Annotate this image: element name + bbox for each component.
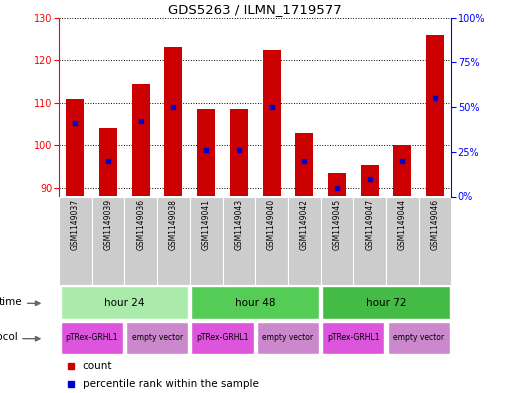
Bar: [191, 286, 319, 319]
Bar: [328, 173, 346, 196]
Bar: [223, 196, 255, 285]
Bar: [361, 165, 379, 196]
Bar: [295, 132, 313, 196]
Text: time: time: [0, 297, 23, 307]
Bar: [393, 145, 411, 196]
Bar: [388, 322, 450, 354]
Text: pTRex-GRHL1: pTRex-GRHL1: [327, 334, 380, 342]
Bar: [157, 196, 190, 285]
Text: hour 24: hour 24: [104, 298, 145, 308]
Text: GSM1149042: GSM1149042: [300, 199, 309, 250]
Bar: [99, 129, 117, 196]
Text: hour 48: hour 48: [235, 298, 275, 308]
Bar: [61, 286, 188, 319]
Text: protocol: protocol: [0, 332, 17, 342]
Bar: [426, 35, 444, 197]
Bar: [263, 50, 281, 196]
Text: GSM1149043: GSM1149043: [234, 199, 243, 250]
Bar: [386, 196, 419, 285]
Text: pTRex-GRHL1: pTRex-GRHL1: [196, 334, 249, 342]
Text: percentile rank within the sample: percentile rank within the sample: [83, 379, 259, 389]
Text: empty vector: empty vector: [131, 334, 183, 342]
Text: hour 72: hour 72: [366, 298, 406, 308]
Bar: [321, 196, 353, 285]
Text: empty vector: empty vector: [393, 334, 444, 342]
Text: GSM1149045: GSM1149045: [332, 199, 342, 250]
Bar: [288, 196, 321, 285]
Bar: [322, 286, 450, 319]
Bar: [255, 196, 288, 285]
Bar: [126, 322, 188, 354]
Bar: [61, 322, 123, 354]
Text: empty vector: empty vector: [262, 334, 313, 342]
Text: GSM1149036: GSM1149036: [136, 199, 145, 250]
Text: count: count: [83, 361, 112, 371]
Text: GSM1149041: GSM1149041: [202, 199, 211, 250]
Text: GSM1149040: GSM1149040: [267, 199, 276, 250]
Bar: [322, 322, 384, 354]
Text: pTRex-GRHL1: pTRex-GRHL1: [66, 334, 118, 342]
Bar: [66, 99, 84, 196]
Bar: [191, 322, 253, 354]
Bar: [124, 196, 157, 285]
Bar: [353, 196, 386, 285]
Bar: [92, 196, 125, 285]
Text: GSM1149044: GSM1149044: [398, 199, 407, 250]
Bar: [132, 84, 150, 196]
Text: GSM1149046: GSM1149046: [430, 199, 440, 250]
Text: GSM1149047: GSM1149047: [365, 199, 374, 250]
Bar: [190, 196, 223, 285]
Bar: [165, 48, 183, 196]
Bar: [59, 196, 92, 285]
Bar: [197, 109, 215, 196]
Text: GSM1149038: GSM1149038: [169, 199, 178, 250]
Title: GDS5263 / ILMN_1719577: GDS5263 / ILMN_1719577: [168, 4, 342, 17]
Bar: [419, 196, 451, 285]
Bar: [257, 322, 319, 354]
Text: GSM1149039: GSM1149039: [104, 199, 112, 250]
Text: GSM1149037: GSM1149037: [71, 199, 80, 250]
Bar: [230, 109, 248, 196]
